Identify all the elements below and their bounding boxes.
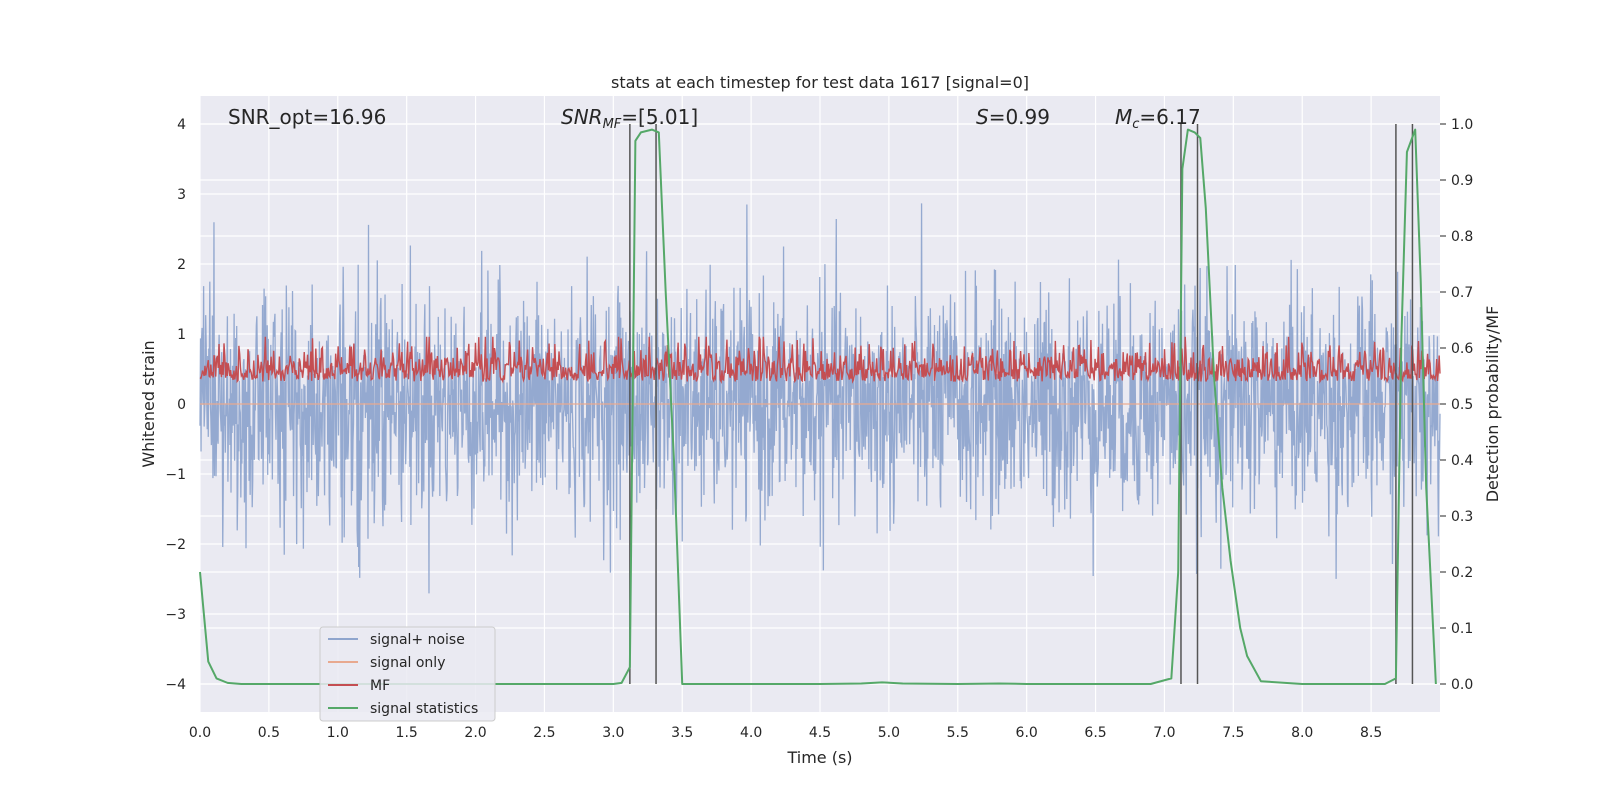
y-tick-label: −1 [165, 467, 186, 483]
x-tick-label: 8.5 [1360, 725, 1382, 741]
line-signal-noise [199, 203, 1441, 594]
y-tick-label: −2 [165, 537, 186, 553]
x-tick-label: 3.0 [602, 725, 624, 741]
y-tick-label: −4 [165, 677, 186, 693]
annotation-mc: Mc=6.17 [1115, 105, 1201, 132]
chart-title: stats at each timestep for test data 161… [611, 73, 1029, 92]
legend-label-signal-statistics: signal statistics [370, 701, 478, 717]
x-tick-label: 0.5 [258, 725, 280, 741]
tick-labels: 0.0 0.5 1.0 1.5 2.0 2.5 3.0 3.5 4.0 4.5 5.0 5.5 6.0 6… [165, 117, 1473, 741]
x-tick-label: 2.5 [533, 725, 555, 741]
y-tick-label: 2 [177, 257, 186, 273]
y-axis-label: Whitened strain [139, 340, 158, 467]
y-tick-label: −3 [165, 607, 186, 623]
y2-tick-label: 0.4 [1451, 453, 1473, 469]
y2-tick-label: 1.0 [1451, 117, 1473, 133]
y2-axis-label: Detection probability/MF [1483, 306, 1502, 503]
annotation-snr-mf: SNRMF=[5.01] [561, 105, 698, 132]
y2-tick-label: 0.9 [1451, 173, 1473, 189]
legend-label-signal-noise: signal+ noise [370, 632, 465, 648]
legend-label-mf: MF [370, 678, 390, 694]
x-tick-label: 0.0 [189, 725, 211, 741]
y-tick-label: 3 [177, 187, 186, 203]
x-tick-label: 5.0 [878, 725, 900, 741]
x-tick-label: 1.0 [327, 725, 349, 741]
y2-tick-label: 0.5 [1451, 397, 1473, 413]
y-tick-label: 4 [177, 117, 186, 133]
y2-tick-label: 0.7 [1451, 285, 1473, 301]
annotation-s: S=0.99 [976, 105, 1050, 129]
x-tick-label: 7.5 [1222, 725, 1244, 741]
x-axis-label: Time (s) [786, 748, 852, 767]
y-tick-label: 1 [177, 327, 186, 343]
x-tick-label: 3.5 [671, 725, 693, 741]
x-tick-label: 8.0 [1291, 725, 1313, 741]
y2-tick-label: 0.1 [1451, 621, 1473, 637]
y2-tick-label: 0.2 [1451, 565, 1473, 581]
legend-label-signal-only: signal only [370, 655, 445, 671]
y2-tick-label: 0.3 [1451, 509, 1473, 525]
line-mf [199, 336, 1441, 385]
x-tick-label: 6.0 [1016, 725, 1038, 741]
legend: signal+ noise signal only MF signal stat… [319, 626, 496, 722]
x-tick-label: 1.5 [396, 725, 418, 741]
legend-box [319, 626, 496, 722]
y2-tick-label: 0.6 [1451, 341, 1473, 357]
x-tick-label: 2.0 [464, 725, 486, 741]
y2-tick-label: 0.0 [1451, 677, 1473, 693]
annotation-snr-opt: SNR_opt=16.96 [228, 105, 386, 129]
series-signal-noise [199, 203, 1441, 594]
series-mf [199, 336, 1441, 385]
x-tick-label: 5.5 [947, 725, 969, 741]
x-tick-label: 7.0 [1153, 725, 1175, 741]
x-tick-label: 4.0 [740, 725, 762, 741]
x-tick-label: 6.5 [1084, 725, 1106, 741]
x-tick-label: 4.5 [809, 725, 831, 741]
y-tick-label: 0 [177, 397, 186, 413]
y2-tick-label: 0.8 [1451, 229, 1473, 245]
